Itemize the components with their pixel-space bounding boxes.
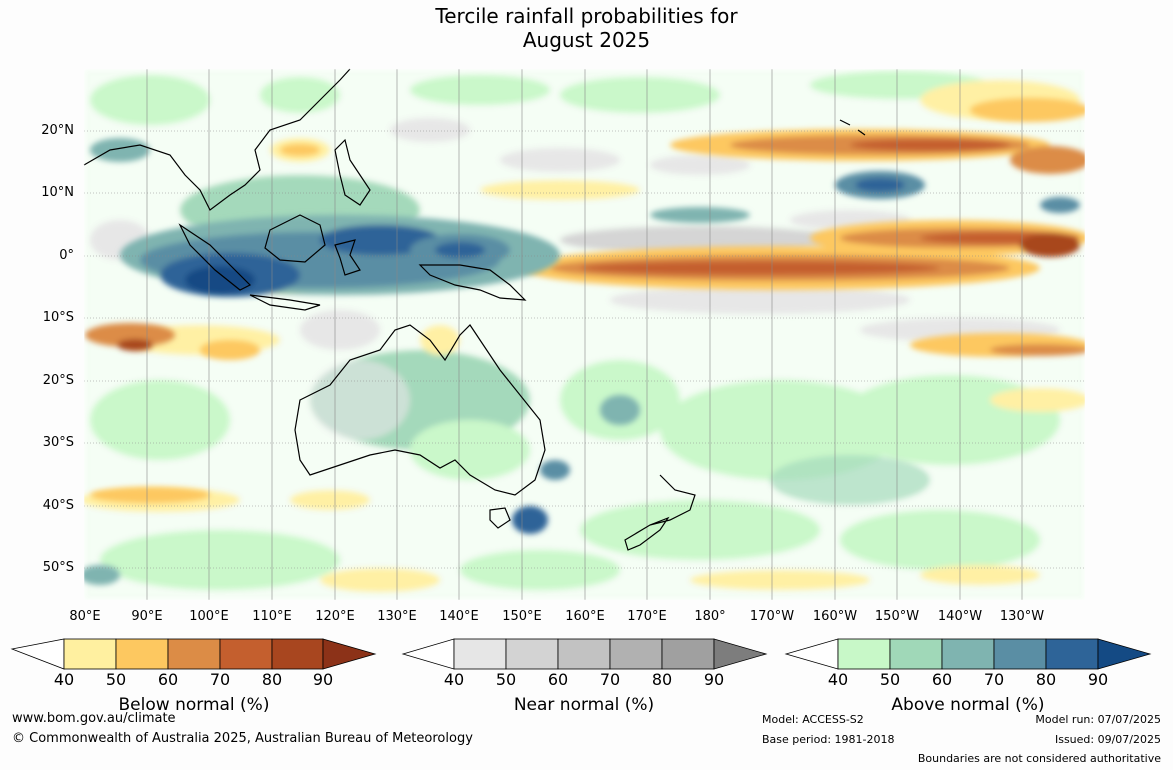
map-title: Tercile rainfall probabilities for Augus… xyxy=(0,4,1173,52)
legend-above-tick: 40 xyxy=(827,670,849,689)
legend-near-tick: 50 xyxy=(495,670,517,689)
legend-swatch xyxy=(115,638,169,670)
legend-below-tick: 60 xyxy=(157,670,179,689)
legend-below-tick: 90 xyxy=(312,670,334,689)
legend-above-tick: 80 xyxy=(1035,670,1057,689)
borneo-coastline xyxy=(264,214,326,263)
lon-label-90e: 90°E xyxy=(131,609,163,624)
legend-swatch xyxy=(1097,638,1152,670)
lat-label-30s: 30°S xyxy=(42,435,74,450)
legend-near-tick: 70 xyxy=(599,670,621,689)
hawaii-coastline xyxy=(839,119,866,136)
legend-near-title: Near normal (%) xyxy=(513,695,655,715)
legend-swatch xyxy=(453,638,507,670)
legend-near-normal xyxy=(401,638,768,670)
title-line-2: August 2025 xyxy=(522,28,651,52)
title-line-1: Tercile rainfall probabilities for xyxy=(435,4,738,28)
lon-label-150w: 150°W xyxy=(874,609,920,624)
new-guinea-coastline xyxy=(418,264,527,301)
legend-above-tick: 90 xyxy=(1087,670,1109,689)
legend-near-tick: 90 xyxy=(703,670,725,689)
website-link[interactable]: www.bom.gov.au/climate xyxy=(12,711,176,726)
legend-above-tick: 70 xyxy=(983,670,1005,689)
coastlines xyxy=(83,68,866,551)
lon-label-170w: 170°W xyxy=(749,609,795,624)
legend-near-tick: 60 xyxy=(547,670,569,689)
lon-label-150e: 150°E xyxy=(502,609,542,624)
lat-label-10s: 10°S xyxy=(42,310,74,325)
philippines-coastline xyxy=(334,138,371,206)
legend-near-tick: 80 xyxy=(651,670,673,689)
legend-below-tick: 50 xyxy=(105,670,127,689)
legend-swatch xyxy=(322,638,377,670)
legend-swatch xyxy=(993,638,1047,670)
legend-swatch xyxy=(63,638,117,670)
java-coastline xyxy=(249,294,321,311)
sumatra-coastline xyxy=(178,223,252,291)
lon-label-110e: 110°E xyxy=(252,609,292,624)
lon-label-120e: 120°E xyxy=(315,609,355,624)
issued-date: Issued: 09/07/2025 xyxy=(1054,733,1161,746)
legend-below-normal xyxy=(10,638,377,670)
base-period: Base period: 1981-2018 xyxy=(762,733,895,746)
lat-label-10n: 10°N xyxy=(41,185,74,200)
color-legends xyxy=(10,638,1152,670)
australia-coastline xyxy=(294,324,546,496)
sulawesi-coastline xyxy=(334,239,361,276)
legend-swatch xyxy=(941,638,995,670)
legend-swatch xyxy=(557,638,611,670)
lon-label-140e: 140°E xyxy=(439,609,479,624)
model-run-date: Model run: 07/07/2025 xyxy=(1035,713,1161,726)
lat-label-20n: 20°N xyxy=(41,123,74,138)
lon-label-130w: 130°W xyxy=(999,609,1045,624)
lon-label-100e: 100°E xyxy=(189,609,229,624)
legend-swatch xyxy=(889,638,943,670)
lat-label-50s: 50°S xyxy=(42,560,74,575)
legend-below-tick: 40 xyxy=(53,670,75,689)
lat-label-40s: 40°S xyxy=(42,498,74,513)
asia-coastline xyxy=(83,68,351,211)
lon-label-180: 180° xyxy=(694,609,726,624)
probability-shading xyxy=(84,69,1085,600)
legend-above-normal xyxy=(784,638,1152,670)
lon-label-170e: 170°E xyxy=(627,609,667,624)
copyright-text: © Commonwealth of Australia 2025, Austra… xyxy=(12,731,473,746)
legend-swatch xyxy=(837,638,891,670)
legend-swatch xyxy=(167,638,221,670)
lat-label-20s: 20°S xyxy=(42,373,74,388)
boundary-disclaimer: Boundaries are not considered authoritat… xyxy=(917,752,1161,765)
legend-swatch xyxy=(713,638,768,670)
legend-below-tick: 70 xyxy=(209,670,231,689)
lat-label-0: 0° xyxy=(59,248,74,263)
legend-swatch xyxy=(505,638,559,670)
legend-above-tick: 50 xyxy=(879,670,901,689)
legend-below-title: Below normal (%) xyxy=(118,695,270,715)
legend-swatch xyxy=(661,638,715,670)
legend-above-tick: 60 xyxy=(931,670,953,689)
map-gridlines xyxy=(84,69,1085,600)
new-zealand-coastline xyxy=(624,474,696,551)
legend-swatch xyxy=(219,638,273,670)
legend-near-tick: 40 xyxy=(443,670,465,689)
legend-swatch xyxy=(609,638,663,670)
rainfall-probability-map xyxy=(83,68,1086,601)
lon-label-160e: 160°E xyxy=(565,609,605,624)
tasmania-coastline xyxy=(489,507,511,529)
legend-swatch xyxy=(271,638,324,670)
legend-below-tick: 80 xyxy=(261,670,283,689)
legend-swatch xyxy=(1045,638,1099,670)
lon-label-80e: 80°E xyxy=(69,609,101,624)
legend-above-title: Above normal (%) xyxy=(891,695,1045,715)
model-name: Model: ACCESS-S2 xyxy=(762,713,864,726)
lon-label-140w: 140°W xyxy=(937,609,983,624)
lon-label-160w: 160°W xyxy=(812,609,858,624)
lon-label-130e: 130°E xyxy=(377,609,417,624)
